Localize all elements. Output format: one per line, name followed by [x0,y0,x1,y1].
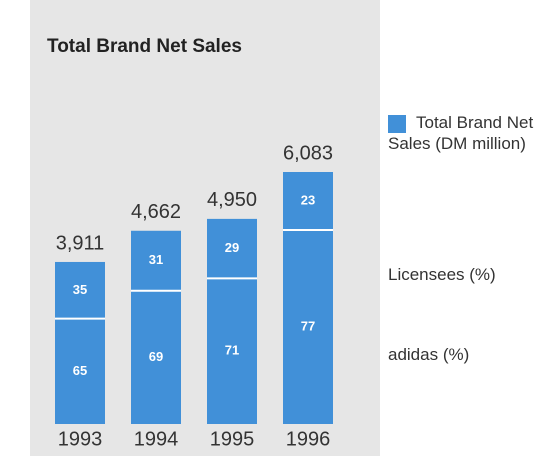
bar-segment [283,229,333,424]
value-label: 4,662 [131,201,181,223]
legend-entry: Total Brand Net Sales (DM million) [388,112,538,154]
bar-segment [207,218,257,279]
segment-label: 77 [301,318,315,333]
segment-label: 31 [149,252,163,267]
value-label: 6,083 [283,142,333,164]
segment-label: 35 [73,282,87,297]
bar-segment [207,278,257,424]
x-tick-label: 1995 [210,428,255,450]
bar-segment [283,172,333,230]
value-label: 4,950 [207,189,257,211]
x-tick-label: 1996 [286,428,331,450]
segment-label: 71 [225,343,239,358]
segment-label: 29 [225,240,239,255]
series-label: adidas (%) [388,345,470,364]
x-tick-label: 1994 [134,428,179,450]
legend-label: Total Brand Net Sales (DM million) [388,113,534,153]
chart-title: Total Brand Net Sales [47,36,242,57]
segment-label: 69 [149,349,163,364]
bar-segment [131,230,181,291]
segment-label: 65 [73,363,87,378]
bar-segment [131,290,181,424]
bar-segment [55,261,105,319]
x-tick-label: 1993 [58,428,103,450]
series-label: Licensees (%) [388,265,496,284]
segment-label: 23 [301,192,315,207]
bar-segment [55,318,105,424]
legend-swatch [388,115,406,133]
value-label: 3,911 [56,232,105,254]
